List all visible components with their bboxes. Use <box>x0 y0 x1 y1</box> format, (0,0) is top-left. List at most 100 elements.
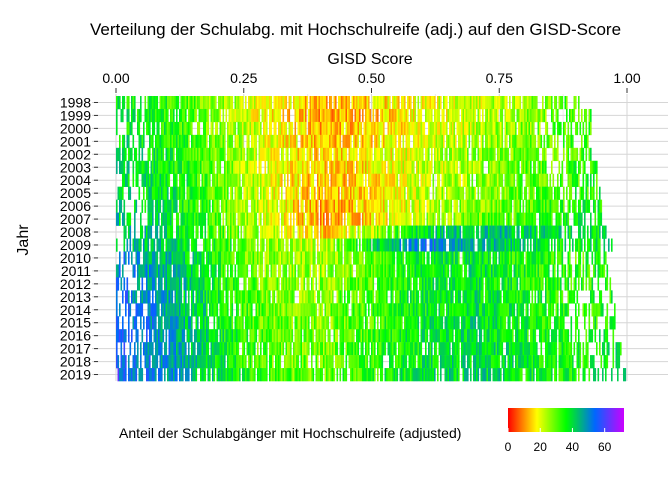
heatmap-cell <box>188 199 190 213</box>
heatmap-cell <box>422 147 424 162</box>
heatmap-cell <box>260 199 262 213</box>
heatmap-cell <box>414 96 417 110</box>
heatmap-cell <box>441 277 444 291</box>
heatmap-cell <box>120 186 123 200</box>
heatmap-cell <box>257 96 259 110</box>
heatmap-cell <box>557 212 559 226</box>
heatmap-cell <box>161 96 163 110</box>
heatmap-cell <box>213 134 216 149</box>
heatmap-cell <box>423 186 426 200</box>
heatmap-cell <box>171 121 174 136</box>
heatmap-cell <box>353 134 355 149</box>
heatmap-cell <box>456 121 459 136</box>
heatmap-cell <box>453 212 456 226</box>
heatmap-cell <box>362 277 364 291</box>
heatmap-cell <box>491 212 493 226</box>
heatmap-cell <box>500 290 502 304</box>
heatmap-cell <box>348 147 351 162</box>
heatmap-cell <box>197 121 199 136</box>
heatmap-cell <box>492 225 495 239</box>
heatmap-cell <box>116 199 118 213</box>
heatmap-cell <box>191 238 193 252</box>
heatmap-cell <box>360 251 363 265</box>
heatmap-cell <box>285 238 288 252</box>
heatmap-cell <box>258 108 261 123</box>
heatmap-cell <box>414 290 417 304</box>
heatmap-cell <box>287 238 289 252</box>
heatmap-cell <box>363 96 366 110</box>
heatmap-cell <box>225 316 228 330</box>
heatmap-cell <box>342 134 345 149</box>
heatmap-cell <box>164 212 166 226</box>
heatmap-cell <box>153 251 156 265</box>
heatmap-cell <box>213 225 216 239</box>
heatmap-cell <box>482 212 484 226</box>
heatmap-cell <box>543 160 546 175</box>
heatmap-cell <box>276 108 279 123</box>
heatmap-cell <box>455 186 457 200</box>
heatmap-cell <box>297 212 300 226</box>
heatmap-cell <box>243 238 246 252</box>
heatmap-cell <box>552 251 555 265</box>
heatmap-cell <box>296 160 298 175</box>
heatmap-cell <box>156 147 159 162</box>
heatmap-cell <box>396 212 399 226</box>
heatmap-cell <box>203 238 205 252</box>
heatmap-cell <box>510 173 513 187</box>
heatmap-cell <box>467 225 469 239</box>
heatmap-cell <box>192 290 195 304</box>
heatmap-cell <box>183 303 186 317</box>
heatmap-cell <box>354 199 357 213</box>
heatmap-cell <box>233 329 235 343</box>
heatmap-cell <box>302 251 304 265</box>
heatmap-cell <box>594 199 597 213</box>
heatmap-cell <box>302 199 304 213</box>
heatmap-cell <box>281 199 283 213</box>
heatmap-cell <box>224 303 226 317</box>
heatmap-cell <box>164 134 166 149</box>
heatmap-cell <box>410 238 412 252</box>
heatmap-cell <box>260 238 262 252</box>
heatmap-cell <box>453 199 456 213</box>
heatmap-cell <box>194 108 196 123</box>
heatmap-cell <box>588 316 591 330</box>
heatmap-cell <box>279 290 282 304</box>
heatmap-cell <box>201 96 204 110</box>
heatmap-cell <box>567 147 570 162</box>
heatmap-cell <box>507 121 510 136</box>
heatmap-cell <box>269 277 271 291</box>
heatmap-cell <box>344 134 346 149</box>
heatmap-cell <box>123 173 126 187</box>
heatmap-cell <box>198 251 201 265</box>
heatmap-cell <box>351 173 354 187</box>
heatmap-cell <box>381 199 384 213</box>
heatmap-cell <box>527 147 529 162</box>
heatmap-cell <box>413 134 415 149</box>
heatmap-cell <box>473 238 475 252</box>
heatmap-cell <box>276 290 279 304</box>
heatmap-cell <box>161 264 163 278</box>
heatmap-cell <box>332 212 334 226</box>
heatmap-cell <box>393 238 396 252</box>
heatmap-cell <box>554 96 556 110</box>
heatmap-cell <box>179 186 181 200</box>
heatmap-cell <box>500 238 502 252</box>
heatmap-cell <box>285 251 288 265</box>
heatmap-cell <box>197 264 199 278</box>
heatmap-cell <box>383 199 385 213</box>
heatmap-cell <box>462 134 465 149</box>
heatmap-cell <box>519 121 522 136</box>
heatmap-cell <box>500 173 502 187</box>
heatmap-cell <box>522 160 525 175</box>
heatmap-cell <box>147 160 150 175</box>
heatmap-cell <box>372 121 375 136</box>
heatmap-cell <box>290 316 292 330</box>
heatmap-cell <box>240 147 243 162</box>
heatmap-cell <box>384 160 387 175</box>
heatmap-cell <box>449 186 451 200</box>
heatmap-cell <box>195 212 198 226</box>
heatmap-cell <box>576 238 579 252</box>
heatmap-cell <box>128 134 130 149</box>
heatmap-cell <box>506 199 508 213</box>
heatmap-cell <box>384 264 387 278</box>
